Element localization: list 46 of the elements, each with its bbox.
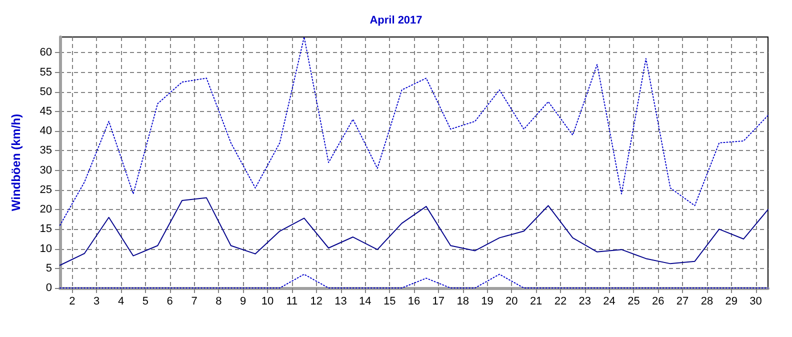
x-tick-label: 21: [530, 296, 542, 308]
x-tick-label: 6: [166, 296, 173, 308]
x-tick-label: 25: [628, 296, 640, 308]
x-tick-label: 4: [118, 296, 124, 308]
x-tick-label: 18: [456, 296, 469, 308]
y-tick-label: 15: [40, 223, 52, 236]
x-tick-label: 19: [481, 296, 494, 308]
x-tick-label: 5: [142, 296, 149, 308]
y-tick-label: 30: [40, 164, 52, 176]
x-tick-label: 28: [700, 296, 714, 308]
x-tick-label: 14: [359, 296, 372, 308]
y-tick-label: 20: [40, 204, 52, 216]
x-tick-label: 29: [725, 296, 738, 308]
x-tick-label: 12: [310, 296, 322, 308]
y-tick-label: 60: [40, 46, 52, 59]
x-tick-label: 16: [408, 296, 420, 308]
x-tick-label: 11: [286, 296, 298, 308]
x-tick-label: 24: [603, 296, 616, 308]
x-tick-label: 10: [261, 296, 274, 308]
x-tick-label: 20: [506, 296, 518, 308]
line-series: [60, 36, 768, 226]
x-tick-label: 9: [240, 296, 246, 308]
x-tick-label: 22: [554, 296, 567, 308]
x-tick-label: 27: [676, 296, 689, 308]
y-tick-label: 10: [40, 242, 52, 255]
y-tick-label: 50: [40, 86, 52, 98]
x-tick-label: 23: [578, 296, 592, 308]
y-tick-label: 55: [40, 66, 52, 78]
x-tick-label: 3: [94, 296, 100, 308]
x-tick-label: 2: [69, 296, 76, 308]
x-tick-label: 8: [216, 296, 222, 308]
x-tick-label: 7: [191, 296, 198, 308]
line-series: [60, 197, 768, 266]
y-tick-label: 35: [40, 144, 52, 157]
y-tick-label: 25: [40, 184, 52, 196]
y-tick-label: 0: [46, 282, 52, 294]
x-tick-label: 13: [334, 296, 347, 308]
x-tick-label: 15: [383, 296, 396, 308]
y-tick-label: 5: [46, 262, 52, 274]
y-tick-label: 40: [40, 125, 52, 138]
chart-title: April 2017: [370, 14, 422, 26]
x-tick-label: 30: [750, 296, 762, 308]
x-tick-label: 17: [432, 296, 445, 308]
x-tick-label: 26: [652, 296, 664, 308]
y-tick-label: 45: [40, 106, 52, 118]
y-axis-title: Windböen (km/h): [9, 114, 23, 212]
